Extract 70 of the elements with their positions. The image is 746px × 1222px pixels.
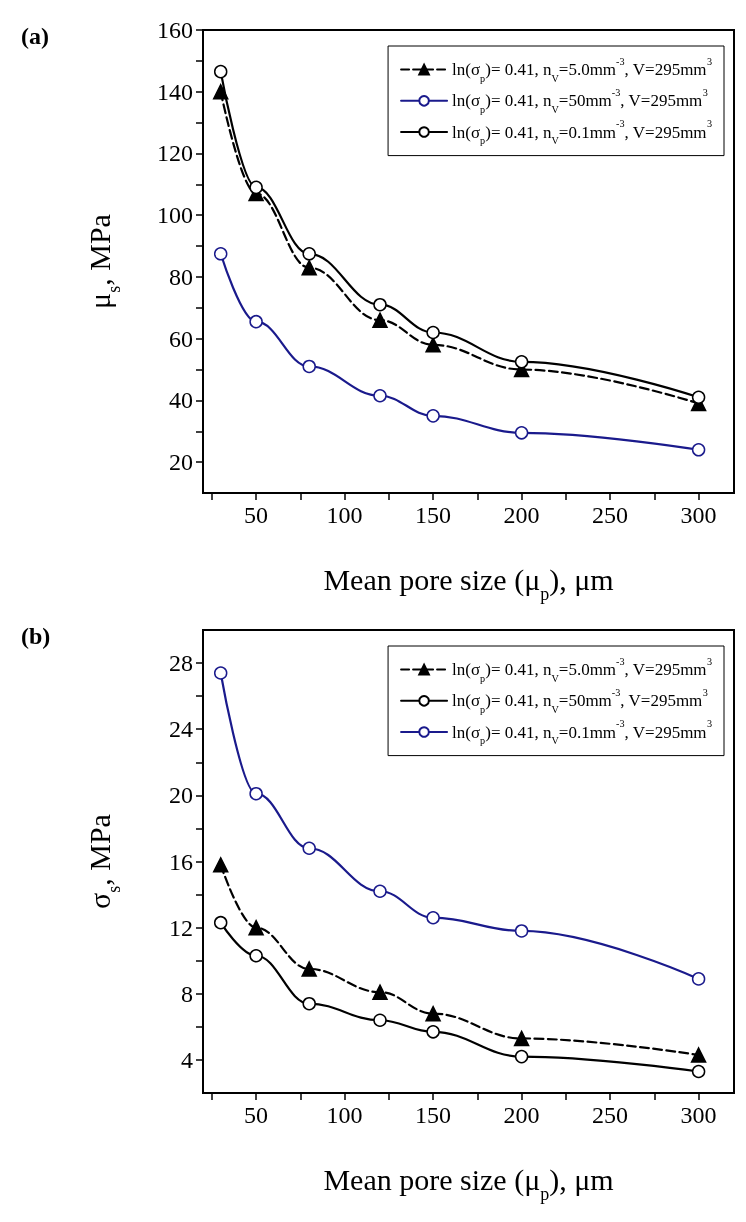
point xyxy=(213,64,228,79)
point xyxy=(514,355,529,369)
point xyxy=(373,389,387,403)
point xyxy=(691,390,706,405)
x-tick-label: 100 xyxy=(326,502,363,528)
point xyxy=(249,314,263,329)
point xyxy=(213,666,228,680)
point xyxy=(373,884,387,899)
point xyxy=(249,180,263,195)
y-tick-label: 20 xyxy=(169,782,193,809)
x-tick-label: 100 xyxy=(326,1102,363,1128)
point xyxy=(373,1013,387,1027)
point xyxy=(425,337,441,353)
y-tick-label: 20 xyxy=(169,449,193,476)
x-tick-label: 50 xyxy=(244,1102,269,1128)
y-tick-label: 120 xyxy=(157,140,193,167)
point xyxy=(426,910,440,925)
x-tick-label: 150 xyxy=(415,502,452,528)
point xyxy=(426,325,440,340)
y-axis-title: μs, MPa xyxy=(82,214,124,309)
y-tick-label: 4 xyxy=(181,1046,193,1073)
point xyxy=(302,841,316,856)
point xyxy=(373,297,387,312)
point xyxy=(426,409,440,423)
x-tick-label: 300 xyxy=(680,502,717,528)
y-tick-label: 100 xyxy=(157,202,193,229)
point xyxy=(212,83,229,100)
y-tick-label: 80 xyxy=(169,263,193,290)
point xyxy=(301,259,317,276)
point xyxy=(213,247,228,261)
point xyxy=(372,984,388,1000)
point xyxy=(249,949,263,963)
point xyxy=(302,247,316,261)
chart-title: (a) xyxy=(21,23,49,50)
x-tick-label: 50 xyxy=(244,502,269,528)
point xyxy=(302,359,316,374)
x-tick-label: 200 xyxy=(503,502,540,528)
chart-title: (b) xyxy=(21,623,51,650)
x-tick-label: 250 xyxy=(592,1102,629,1128)
point xyxy=(514,426,529,440)
point xyxy=(690,1047,707,1063)
y-axis-title: σs, MPa xyxy=(82,814,124,909)
x-tick-label: 250 xyxy=(592,502,629,528)
point xyxy=(302,996,316,1011)
y-tick-label: 24 xyxy=(169,716,193,743)
y-tick-label: 12 xyxy=(169,914,193,941)
y-tick-label: 140 xyxy=(157,78,193,105)
point xyxy=(425,1005,441,1022)
point xyxy=(213,915,228,930)
point xyxy=(249,786,263,801)
point xyxy=(514,1049,529,1064)
y-tick-label: 40 xyxy=(169,387,193,414)
y-tick-label: 160 xyxy=(157,17,193,43)
x-tick-label: 200 xyxy=(503,1102,540,1128)
point xyxy=(691,443,706,457)
y-tick-label: 16 xyxy=(169,848,193,875)
point xyxy=(691,972,706,986)
point xyxy=(248,919,264,936)
y-tick-label: 60 xyxy=(169,325,193,352)
point xyxy=(513,1030,530,1047)
point xyxy=(426,1025,440,1039)
x-tick-label: 300 xyxy=(680,1102,717,1128)
point xyxy=(212,857,229,873)
point xyxy=(301,961,317,977)
x-tick-label: 150 xyxy=(415,1102,452,1128)
point xyxy=(514,924,529,938)
y-tick-label: 28 xyxy=(169,650,193,677)
point xyxy=(372,312,388,328)
point xyxy=(691,1064,706,1079)
y-tick-label: 8 xyxy=(181,980,193,1007)
